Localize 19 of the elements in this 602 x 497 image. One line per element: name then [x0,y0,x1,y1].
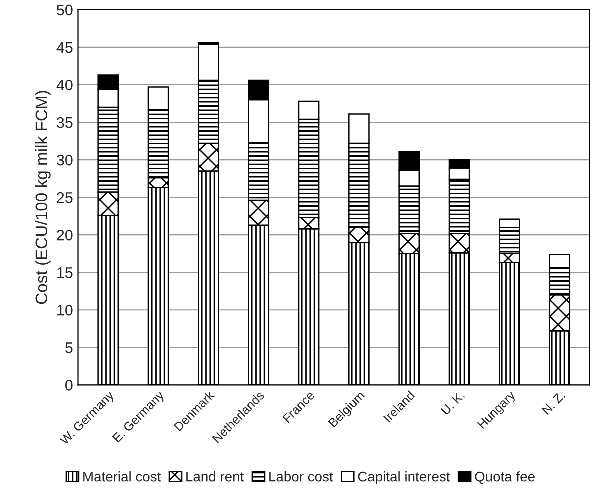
y-tick-label: 50 [57,4,73,16]
y-tick-label: 45 [56,42,73,54]
x-tick-label: N. Z. [542,391,566,415]
y-tick-label: 35 [56,117,73,128]
legend-label: Material cost [84,472,162,482]
y-tick-label: 25 [57,192,73,204]
y-tick-label: 0 [66,380,73,391]
y-tick-label: 5 [66,342,73,354]
y-tick-label: 40 [56,80,73,91]
y-tick-label: 15 [58,268,73,278]
x-tick-label: U. K. [440,391,466,416]
y-tick-label: 10 [58,304,73,316]
legend-label: Land rent [186,472,244,482]
y-axis-title: Cost (ECU/100 kg milk FCM) [35,91,51,304]
legend-label: Capital interest [358,472,450,484]
legend-label: Quota fee [475,472,535,484]
legend-label: Labor cost [270,472,334,482]
y-tick-label: 30 [56,154,73,166]
y-tick-label: 20 [57,230,73,241]
